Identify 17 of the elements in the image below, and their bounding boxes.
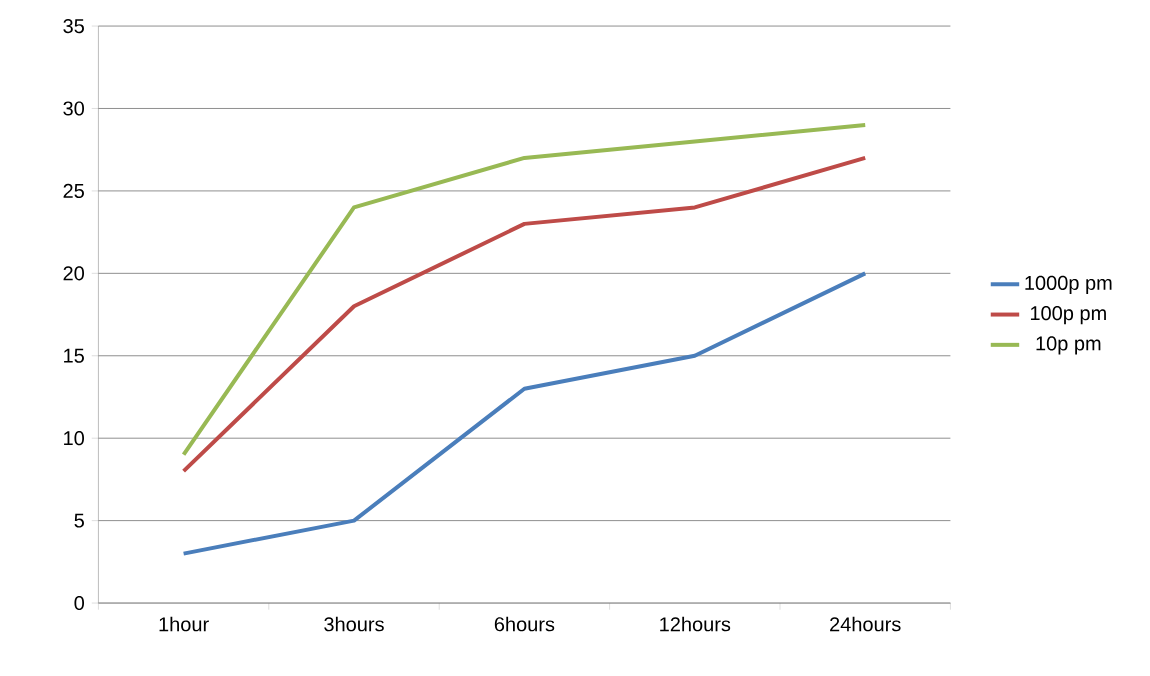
y-tick-label: 25 xyxy=(63,183,84,198)
legend-label: 1000p pm xyxy=(1025,275,1112,294)
y-tick-label: 10 xyxy=(64,431,85,446)
legend-label: 100p pm xyxy=(1030,306,1106,325)
legend-label: 10p pm xyxy=(1036,336,1101,355)
x-tick-label: 3hours xyxy=(324,616,384,632)
y-tick-label: 35 xyxy=(63,18,84,34)
y-tick-label: 20 xyxy=(63,266,85,281)
x-tick-label: 1hour xyxy=(159,616,209,632)
x-tick-label: 6hours xyxy=(494,616,555,632)
y-tick-label: 5 xyxy=(74,513,84,528)
x-tick-label: 12hours xyxy=(660,616,731,632)
y-tick-label: 30 xyxy=(63,101,85,116)
line-series xyxy=(181,271,868,556)
x-tick-label: 24hours xyxy=(830,616,901,632)
y-tick-label: 0 xyxy=(74,595,85,611)
y-tick-label: 15 xyxy=(64,348,84,363)
